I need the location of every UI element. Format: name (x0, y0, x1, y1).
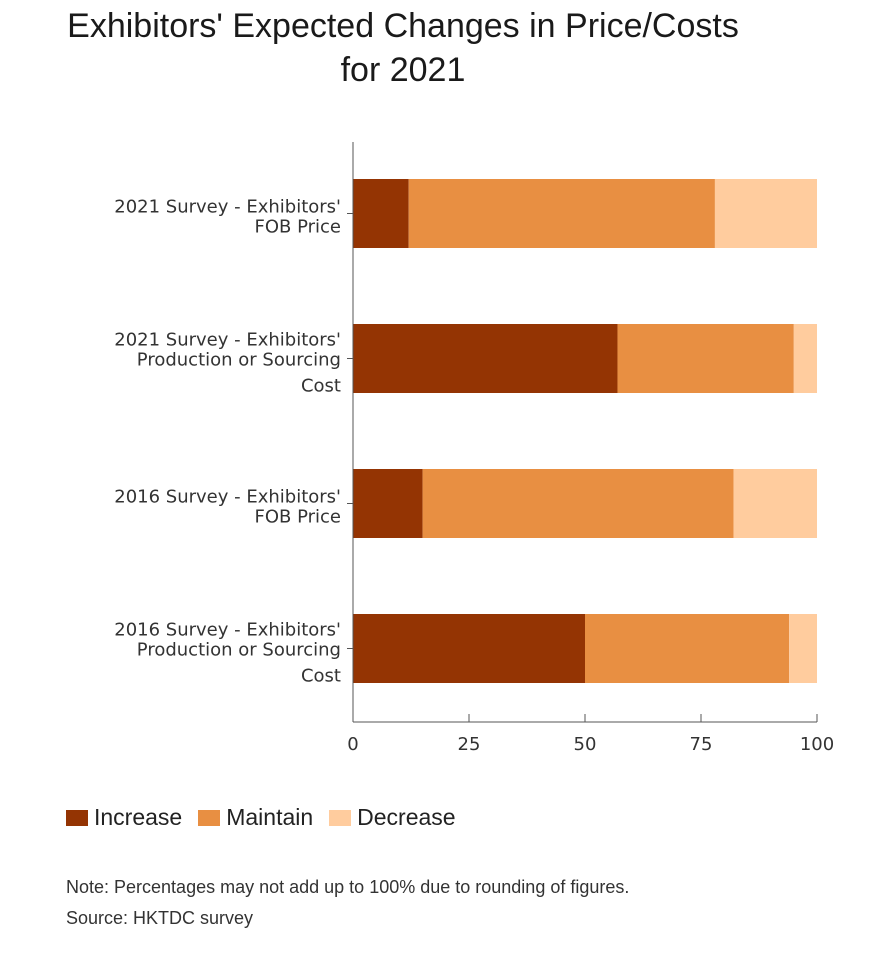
x-tick-label-4: 100 (800, 734, 834, 755)
category-label-0-line-1: FOB Price (254, 217, 341, 238)
bar-maintain-3 (585, 614, 790, 683)
category-label-2-line-1: FOB Price (254, 507, 341, 528)
legend-label-decrease: Decrease (357, 804, 456, 830)
bar-increase-1 (353, 324, 618, 393)
category-label-3-line-0: 2016 Survey - Exhibitors' (114, 620, 341, 641)
bar-maintain-0 (408, 179, 715, 248)
legend-label-increase: Increase (94, 804, 183, 830)
category-label-1-line-2: Cost (301, 376, 341, 397)
category-label-2-line-0: 2016 Survey - Exhibitors' (114, 487, 341, 508)
legend-swatch-decrease (329, 809, 352, 826)
chart-notes: Note: Percentages may not add up to 100%… (66, 872, 629, 934)
category-label-0-line-0: 2021 Survey - Exhibitors' (114, 197, 341, 218)
bar-increase-3 (353, 614, 585, 683)
legend-item-decrease[interactable]: Decrease (329, 804, 456, 831)
note-text: Note: Percentages may not add up to 100%… (66, 877, 630, 897)
legend-item-increase[interactable]: Increase (66, 804, 182, 831)
bar-increase-0 (353, 179, 409, 248)
bar-increase-2 (353, 469, 423, 538)
chart-title-line-2: for 2021 (340, 51, 466, 89)
x-tick-label-0: 0 (347, 734, 358, 755)
legend: Increase Maintain Decrease (66, 804, 472, 831)
category-label-1-line-0: 2021 Survey - Exhibitors' (114, 330, 341, 351)
bar-decrease-3 (789, 614, 817, 683)
x-tick-label-2: 50 (574, 734, 597, 755)
legend-item-maintain[interactable]: Maintain (198, 804, 313, 831)
bar-decrease-0 (714, 179, 817, 248)
source-text: Source: HKTDC survey (66, 908, 254, 928)
x-tick-label-3: 75 (690, 734, 713, 755)
bar-decrease-2 (733, 469, 817, 538)
chart-title: Exhibitors' Expected Changes in Price/Co… (0, 4, 806, 92)
bar-maintain-2 (422, 469, 734, 538)
chart-title-line-1: Exhibitors' Expected Changes in Price/Co… (67, 7, 739, 45)
bar-maintain-1 (617, 324, 794, 393)
legend-swatch-increase (66, 809, 88, 826)
bar-decrease-1 (793, 324, 817, 393)
legend-swatch-maintain (198, 809, 221, 826)
category-label-3-line-1: Production or Sourcing (137, 640, 341, 661)
x-tick-label-1: 25 (458, 734, 481, 755)
category-label-1-line-1: Production or Sourcing (137, 350, 341, 371)
category-label-3-line-2: Cost (301, 666, 341, 687)
legend-label-maintain: Maintain (226, 804, 314, 830)
